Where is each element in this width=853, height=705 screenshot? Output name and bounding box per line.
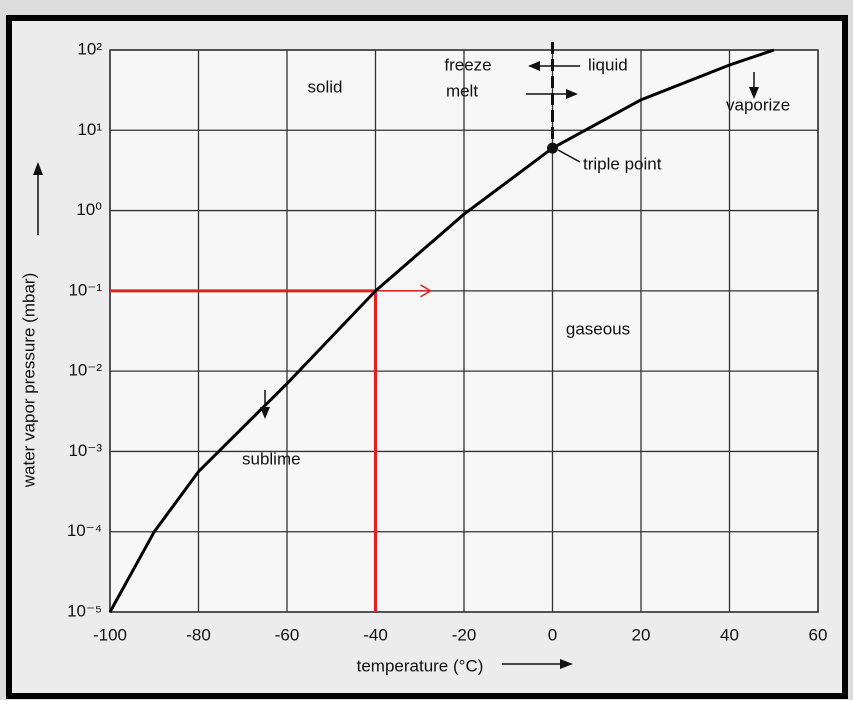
x-tick-label: -60 (275, 625, 300, 644)
y-axis-label: water vapor pressure (mbar) (19, 273, 38, 488)
y-tick-label: 10¹ (77, 120, 102, 139)
annotation: liquid (588, 55, 628, 74)
x-tick-label: -80 (186, 625, 211, 644)
y-tick-label: 10⁰ (76, 200, 102, 219)
x-tick-label: 20 (632, 625, 651, 644)
annotation: melt (446, 81, 478, 100)
x-tick-label: -40 (363, 625, 388, 644)
annotation: triple point (583, 154, 662, 173)
x-tick-label: 60 (809, 625, 828, 644)
annotation: freeze (444, 55, 491, 74)
y-tick-label: 10⁻² (68, 361, 102, 380)
x-axis-label: temperature (°C) (357, 656, 484, 675)
annotation: sublime (242, 449, 301, 468)
annotation: vaporize (726, 95, 790, 114)
x-tick-label: -20 (452, 625, 477, 644)
chart: water vapor pressure (mbar) temperature … (0, 0, 853, 700)
annotation: solid (308, 77, 343, 96)
y-tick-label: 10⁻¹ (68, 280, 102, 299)
x-tick-label: -100 (93, 625, 127, 644)
triple-point (547, 143, 558, 154)
x-tick-label: 0 (548, 625, 557, 644)
annotation: gaseous (566, 319, 630, 338)
y-tick-label: 10² (77, 39, 102, 58)
x-tick-label: 40 (720, 625, 739, 644)
y-tick-label: 10⁻⁴ (67, 521, 102, 540)
y-tick-label: 10⁻⁵ (67, 601, 102, 620)
y-tick-label: 10⁻³ (68, 441, 102, 460)
